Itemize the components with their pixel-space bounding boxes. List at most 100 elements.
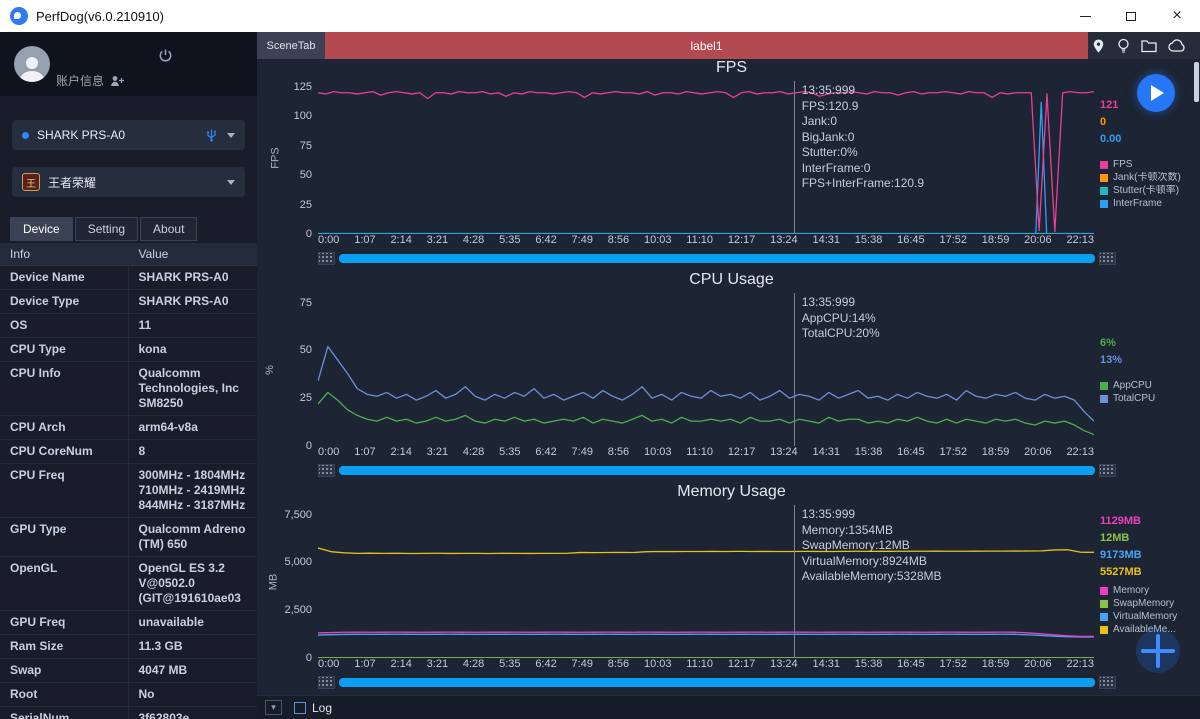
usb-icon[interactable]: [204, 128, 219, 142]
scroll-thumb[interactable]: [339, 678, 1095, 687]
plot-area[interactable]: 13:35:999AppCPU:14%TotalCPU:20%: [318, 293, 1094, 446]
scroll-left-handle[interactable]: [318, 252, 335, 265]
scroll-right-handle[interactable]: [1099, 464, 1116, 477]
value-column-header: Value: [128, 243, 257, 266]
avatar[interactable]: [14, 46, 50, 82]
person-plus-icon[interactable]: [110, 75, 124, 87]
power-icon[interactable]: [158, 48, 173, 63]
table-row[interactable]: CPU CoreNum8: [0, 440, 257, 464]
y-axis: MB 02,5005,0007,500: [263, 505, 318, 658]
info-column-header: Info: [0, 243, 128, 266]
table-row[interactable]: Device TypeSHARK PRS-A0: [0, 290, 257, 314]
add-chart-button[interactable]: [1136, 629, 1180, 673]
scene-tab-button[interactable]: SceneTab: [257, 32, 325, 59]
scene-label-tab[interactable]: label1: [325, 32, 1088, 59]
table-row[interactable]: Ram Size11.3 GB: [0, 635, 257, 659]
cpu-chart: CPU Usage % 0255075 13:35:999AppCPU:14%T…: [263, 271, 1200, 483]
table-row[interactable]: OS11: [0, 314, 257, 338]
location-pin-icon[interactable]: [1091, 38, 1106, 54]
minimize-button[interactable]: [1062, 0, 1108, 32]
close-button[interactable]: ×: [1154, 0, 1200, 32]
y-tick-label: 75: [300, 297, 312, 309]
legend-item[interactable]: VirtualMemory: [1100, 611, 1200, 623]
legend-item[interactable]: TotalCPU: [1100, 393, 1200, 405]
table-row[interactable]: OpenGLOpenGL ES 3.2 V@0502.0 (GIT@191610…: [0, 557, 257, 611]
x-tick-label: 2:14: [390, 234, 411, 249]
scroll-right-handle[interactable]: [1099, 252, 1116, 265]
info-cell: Device Type: [0, 290, 128, 314]
series-availablememory: [318, 548, 1094, 553]
x-tick-label: 7:49: [572, 658, 593, 673]
tab-device[interactable]: Device: [10, 217, 73, 241]
table-row[interactable]: CPU Typekona: [0, 338, 257, 362]
value-cell: Qualcomm Adreno (TM) 650: [128, 518, 257, 557]
log-toggle[interactable]: Log: [294, 701, 332, 715]
scroll-left-handle[interactable]: [318, 676, 335, 689]
cloud-icon[interactable]: [1168, 39, 1186, 52]
value-cell: Qualcomm Technologies, Inc SM8250: [128, 362, 257, 416]
x-tick-label: 8:56: [608, 658, 629, 673]
legend-item[interactable]: SwapMemory: [1100, 598, 1200, 610]
maximize-button[interactable]: [1108, 0, 1154, 32]
account-info-label[interactable]: 账户信息: [56, 72, 104, 89]
tab-about[interactable]: About: [140, 217, 197, 241]
scroll-thumb[interactable]: [339, 254, 1095, 263]
chart-title: CPU Usage: [263, 271, 1200, 293]
table-row[interactable]: Swap4047 MB: [0, 659, 257, 683]
legend-item[interactable]: FPS: [1100, 159, 1200, 171]
x-tick-label: 2:14: [390, 658, 411, 673]
x-ticks: 0:001:072:143:214:285:356:427:498:5610:0…: [318, 658, 1094, 673]
table-row[interactable]: RootNo: [0, 683, 257, 707]
table-row[interactable]: SerialNum3f62803e: [0, 707, 257, 719]
table-row[interactable]: Device NameSHARK PRS-A0: [0, 266, 257, 290]
plot-area[interactable]: 13:35:999FPS:120.9Jank:0BigJank:0Stutter…: [318, 81, 1094, 234]
table-row[interactable]: GPU Frequnavailable: [0, 611, 257, 635]
account-section: 账户信息: [0, 32, 257, 96]
scene-bar: SceneTab label1: [257, 32, 1200, 59]
legend-item[interactable]: Memory: [1100, 585, 1200, 597]
table-row[interactable]: CPU Freq300MHz - 1804MHz 710MHz - 2419MH…: [0, 464, 257, 518]
chart-scrollbar[interactable]: [318, 464, 1116, 477]
bulb-icon[interactable]: [1117, 38, 1130, 54]
tab-setting[interactable]: Setting: [75, 217, 138, 241]
x-tick-label: 6:42: [535, 234, 556, 249]
legend-item[interactable]: Jank(卡顿次数): [1100, 172, 1200, 184]
chevron-down-icon: ▾: [271, 702, 276, 713]
value-cell: arm64-v8a: [128, 416, 257, 440]
table-row[interactable]: CPU InfoQualcomm Technologies, Inc SM825…: [0, 362, 257, 416]
x-tick-label: 11:10: [686, 446, 713, 461]
legend-item[interactable]: Stutter(卡顿率): [1100, 185, 1200, 197]
scroll-left-handle[interactable]: [318, 464, 335, 477]
legend-item[interactable]: InterFrame: [1100, 198, 1200, 210]
device-selector[interactable]: SHARK PRS-A0: [12, 120, 245, 150]
plot-area[interactable]: 13:35:999Memory:1354MBSwapMemory:12MBVir…: [318, 505, 1094, 658]
x-tick-label: 15:38: [855, 658, 883, 673]
table-row[interactable]: CPU Archarm64-v8a: [0, 416, 257, 440]
legend-swatch: [1100, 587, 1108, 595]
info-cell: Swap: [0, 659, 128, 683]
tooltip-line: 13:35:999: [802, 83, 924, 99]
chevron-down-icon[interactable]: [227, 133, 235, 138]
legend-item[interactable]: AppCPU: [1100, 380, 1200, 392]
cursor-line: [794, 293, 795, 446]
x-tick-label: 1:07: [354, 234, 375, 249]
start-test-button[interactable]: [1137, 74, 1175, 112]
info-table-body: Device NameSHARK PRS-A0Device TypeSHARK …: [0, 266, 257, 719]
x-tick-label: 1:07: [354, 658, 375, 673]
table-row[interactable]: GPU TypeQualcomm Adreno (TM) 650: [0, 518, 257, 557]
chart-scrollbar[interactable]: [318, 252, 1116, 265]
chevron-down-icon[interactable]: [227, 180, 235, 185]
vertical-scrollbar-thumb[interactable]: [1194, 62, 1199, 102]
device-status-dot: [22, 132, 29, 139]
x-tick-label: 11:10: [686, 658, 713, 673]
x-tick-label: 0:00: [318, 234, 339, 249]
log-checkbox[interactable]: [294, 702, 306, 714]
scroll-thumb[interactable]: [339, 466, 1095, 475]
folder-icon[interactable]: [1141, 39, 1157, 53]
legend-swatch: [1100, 174, 1108, 182]
chart-scrollbar[interactable]: [318, 676, 1116, 689]
y-axis-label: MB: [267, 573, 279, 590]
scroll-right-handle[interactable]: [1099, 676, 1116, 689]
collapse-button[interactable]: ▾: [265, 700, 282, 715]
app-selector[interactable]: 王 王者荣耀: [12, 167, 245, 197]
